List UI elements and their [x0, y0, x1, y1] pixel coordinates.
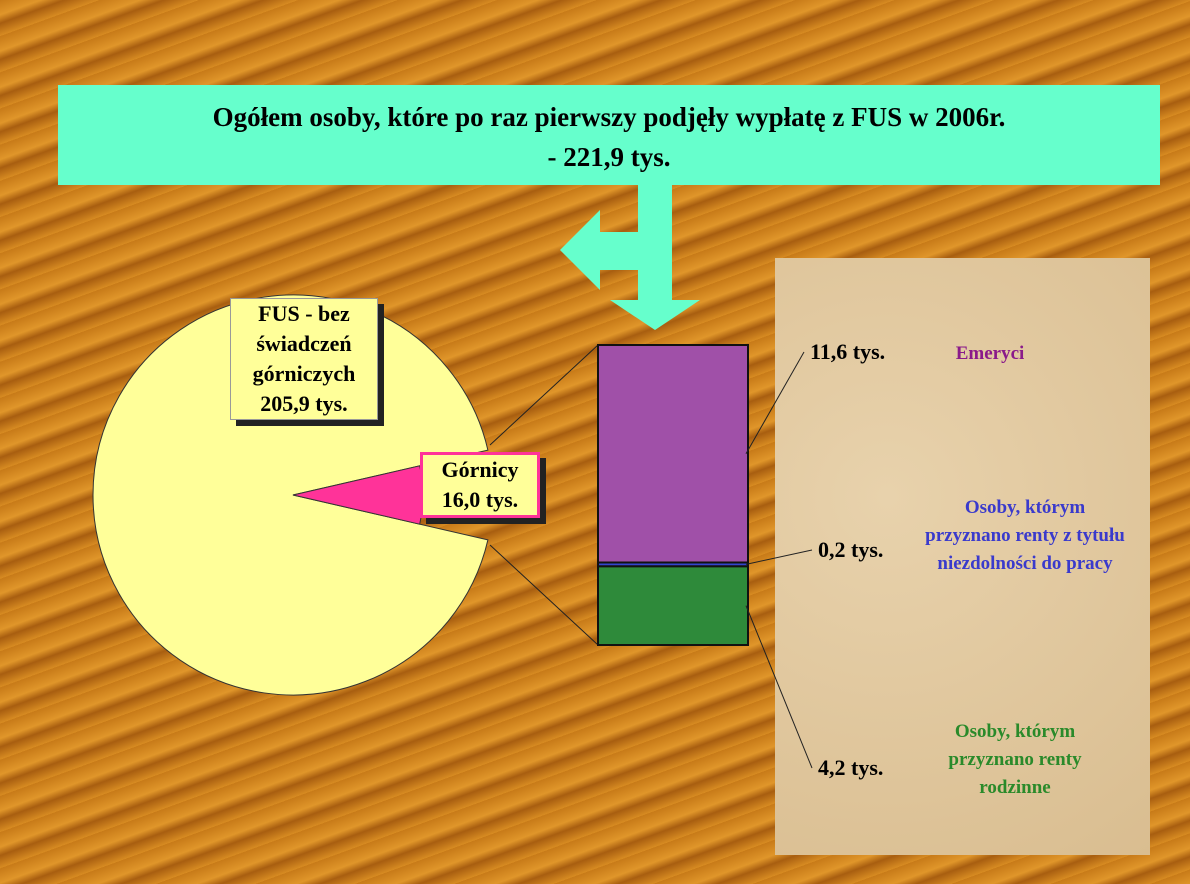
legend-entry: Emeryci — [955, 343, 1025, 364]
arrow — [560, 185, 700, 330]
leader-line — [745, 605, 813, 769]
slice-value: 16,0 tys. — [441, 487, 519, 512]
slice-value: 205,9 tys. — [260, 391, 348, 416]
connector — [489, 544, 599, 646]
connector — [489, 344, 599, 446]
value-label: 4,2 tys. — [818, 755, 884, 780]
leader-line — [745, 351, 805, 454]
leader-line — [745, 549, 813, 565]
bar-segment — [597, 344, 749, 564]
legend-entry: Osoby, którym przyznano renty rodzinne — [948, 721, 1082, 798]
value-label: 11,6 tys. — [810, 339, 886, 364]
slice-label: Górnicy 16,0 tys. — [420, 452, 540, 518]
pie-slice — [92, 294, 489, 696]
bar-segment — [597, 565, 749, 646]
chart-subtitle: - 221,9 tys. — [547, 142, 671, 172]
title-box: Ogółem osoby, które po raz pierwszy podj… — [58, 85, 1160, 185]
slice-label: FUS - bez świadczeń górniczych 205,9 tys. — [230, 298, 378, 420]
slice-name: FUS - bez świadczeń górniczych — [252, 301, 356, 386]
chart-title: Ogółem osoby, które po raz pierwszy podj… — [212, 102, 1006, 132]
slice-name: Górnicy — [441, 457, 519, 482]
sand-panel — [775, 258, 1150, 855]
legend-entry: Osoby, którym przyznano renty z tytułu n… — [925, 497, 1125, 574]
value-label: 0,2 tys. — [818, 537, 884, 562]
